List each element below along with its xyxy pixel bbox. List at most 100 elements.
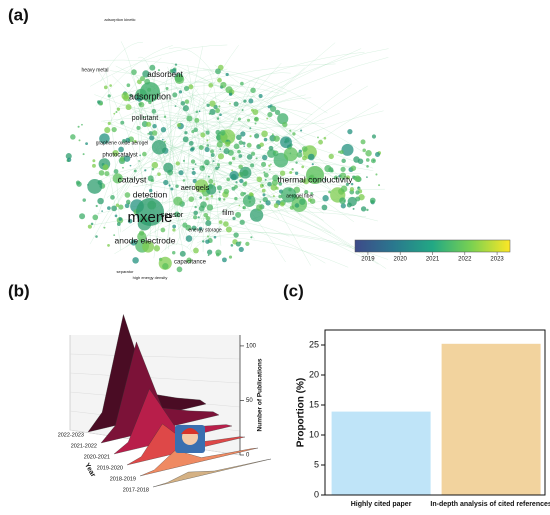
node: [357, 186, 360, 189]
link: [196, 144, 354, 222]
y-tick-label: 10: [309, 429, 319, 439]
node: [239, 166, 252, 179]
node: [172, 228, 176, 232]
node: [268, 164, 271, 167]
node: [375, 152, 381, 158]
node: [341, 143, 354, 156]
y-tick-label: 2018-2019: [110, 476, 136, 482]
node: [324, 165, 332, 173]
link: [90, 44, 228, 87]
node: [99, 133, 110, 144]
node: [199, 165, 205, 171]
node-label: photocatalyst: [102, 153, 138, 159]
node: [192, 178, 197, 184]
link: [202, 110, 384, 191]
node: [152, 123, 157, 129]
node-label: heavy metal: [82, 67, 109, 73]
colorbar-tick-label: 2019: [361, 257, 375, 263]
link: [106, 70, 121, 233]
link: [181, 62, 282, 207]
node: [269, 168, 271, 171]
node: [215, 68, 221, 75]
node: [229, 102, 231, 105]
node: [210, 195, 214, 198]
node: [339, 197, 346, 205]
node: [193, 247, 199, 254]
node: [188, 140, 194, 146]
node: [267, 149, 276, 158]
link: [175, 169, 203, 223]
node: [198, 205, 205, 212]
link: [219, 72, 291, 105]
node: [153, 245, 161, 252]
node: [216, 185, 222, 191]
node: [188, 84, 194, 90]
node: [207, 235, 209, 238]
node: [160, 227, 166, 233]
node: [175, 161, 180, 166]
node: [323, 136, 327, 140]
node: [95, 204, 98, 208]
node: [139, 154, 141, 157]
node: [138, 101, 145, 108]
node: [257, 144, 260, 147]
node: [151, 109, 157, 114]
node: [122, 139, 126, 143]
node: [75, 180, 81, 185]
node: [208, 82, 214, 88]
node: [243, 99, 247, 103]
node: [296, 151, 303, 158]
node: [215, 134, 222, 141]
node: [163, 115, 167, 118]
node: [170, 187, 174, 191]
node-label: aerogels: [181, 183, 210, 192]
node: [107, 244, 110, 247]
node: [112, 149, 119, 157]
node: [282, 121, 288, 128]
node: [92, 214, 99, 221]
node: [112, 173, 123, 184]
node: [242, 194, 256, 207]
node-label: energy storage: [188, 227, 222, 233]
node: [219, 148, 222, 150]
node: [157, 172, 161, 176]
node: [223, 188, 230, 195]
link: [159, 146, 356, 170]
node-label: graphene oxide aerogel: [96, 140, 149, 146]
node: [252, 109, 259, 116]
node: [163, 162, 174, 173]
node: [366, 165, 369, 168]
node: [185, 235, 193, 242]
node: [70, 134, 76, 140]
colorbar-tick-label: 2021: [426, 257, 440, 263]
node: [230, 244, 234, 247]
node: [241, 109, 244, 112]
node: [172, 251, 176, 255]
y-axis-label: Proportion (%): [296, 378, 307, 447]
node: [249, 208, 264, 222]
node: [245, 241, 250, 247]
node: [206, 249, 213, 255]
node: [273, 135, 280, 142]
node: [87, 179, 103, 194]
node: [78, 139, 81, 142]
node: [246, 154, 253, 160]
node: [194, 163, 197, 166]
node: [291, 168, 294, 171]
node: [366, 176, 368, 178]
node: [274, 151, 277, 154]
link: [99, 59, 287, 94]
node: [100, 102, 103, 106]
node: [210, 153, 215, 157]
z-tick-label: 0: [246, 453, 250, 459]
wall-grid: [69, 372, 241, 384]
node: [205, 216, 211, 221]
node: [182, 136, 189, 143]
node: [219, 129, 226, 136]
node: [243, 192, 247, 195]
node: [162, 263, 169, 270]
node: [233, 101, 239, 107]
node: [208, 183, 214, 189]
link: [161, 243, 196, 255]
node: [165, 87, 169, 91]
